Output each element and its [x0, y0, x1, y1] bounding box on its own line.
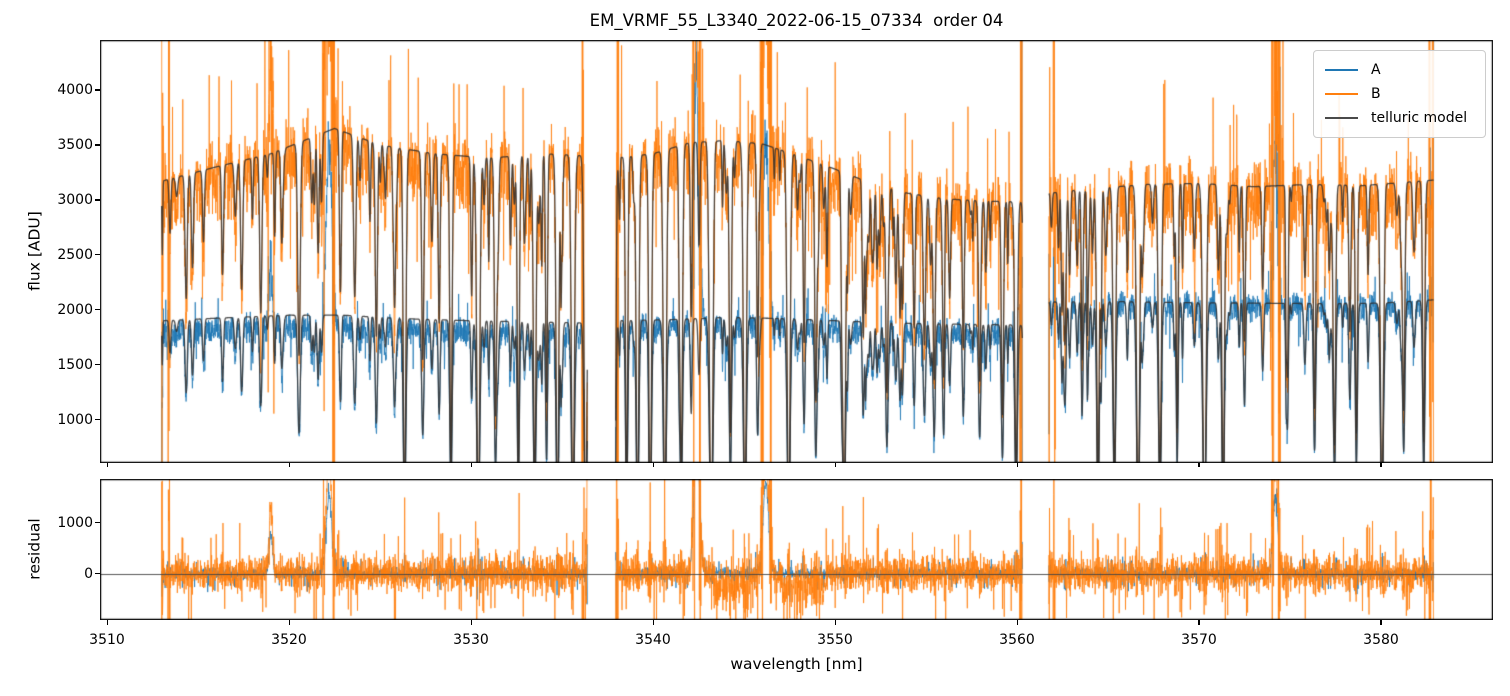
- x-tick-label: 3560: [999, 632, 1035, 648]
- y-tick-mark: [95, 522, 100, 524]
- residual-panel: [100, 479, 1493, 620]
- x-tick-label: 3580: [1363, 632, 1399, 648]
- x-tick-mark: [470, 620, 472, 625]
- x-tick-mark: [106, 463, 108, 467]
- y-tick-mark: [95, 144, 100, 146]
- x-tick-label: 3520: [271, 632, 307, 648]
- y-tick-label: 3000: [57, 191, 93, 208]
- y-tick-label: 1000: [57, 411, 93, 428]
- residual-axis-label: residual: [25, 518, 44, 580]
- x-axis-label: wavelength [nm]: [730, 655, 863, 673]
- residual-plot-canvas: [100, 479, 1493, 620]
- y-tick-label: 3500: [57, 136, 93, 153]
- y-tick-mark: [95, 254, 100, 256]
- y-tick-label: 4000: [57, 81, 93, 98]
- y-tick-label: 1500: [57, 356, 93, 373]
- y-tick-label: 2500: [57, 246, 93, 263]
- x-tick-mark: [288, 620, 290, 625]
- x-tick-mark: [1016, 620, 1018, 625]
- legend-entry-b: B: [1325, 82, 1474, 106]
- x-tick-mark: [288, 463, 290, 467]
- y-tick-label: 0: [84, 565, 93, 582]
- x-tick-mark: [470, 463, 472, 467]
- legend-line-telluric-icon: [1325, 117, 1358, 119]
- flux-plot-canvas: [100, 40, 1493, 463]
- x-tick-mark: [834, 463, 836, 467]
- y-tick-label: 1000: [57, 514, 93, 531]
- legend-label-a: A: [1371, 62, 1381, 78]
- x-tick-label: 3570: [1181, 632, 1217, 648]
- x-tick-mark: [1016, 463, 1018, 467]
- legend-label-b: B: [1371, 86, 1381, 102]
- y-tick-label: 2000: [57, 301, 93, 318]
- y-tick-mark: [95, 309, 100, 311]
- x-tick-mark: [652, 620, 654, 625]
- legend-line-a-icon: [1325, 69, 1358, 71]
- y-tick-mark: [95, 364, 100, 366]
- legend-entry-telluric: telluric model: [1325, 106, 1474, 130]
- y-tick-mark: [95, 89, 100, 91]
- x-tick-label: 3530: [453, 632, 489, 648]
- x-tick-mark: [834, 620, 836, 625]
- x-tick-mark: [106, 620, 108, 625]
- flux-panel: [100, 40, 1493, 463]
- y-tick-mark: [95, 199, 100, 201]
- x-tick-label: 3510: [89, 632, 125, 648]
- legend-line-b-icon: [1325, 93, 1358, 95]
- legend-entry-a: A: [1325, 58, 1474, 82]
- legend-label-telluric: telluric model: [1371, 110, 1468, 126]
- x-tick-mark: [1380, 620, 1382, 625]
- x-tick-mark: [1198, 620, 1200, 625]
- chart-title: EM_VRMF_55_L3340_2022-06-15_07334 order …: [589, 11, 1004, 30]
- y-tick-mark: [95, 419, 100, 421]
- y-tick-mark: [95, 573, 100, 575]
- legend: A B telluric model: [1313, 50, 1486, 138]
- x-tick-label: 3540: [635, 632, 671, 648]
- x-tick-mark: [1380, 463, 1382, 467]
- x-tick-mark: [1198, 463, 1200, 467]
- x-tick-mark: [652, 463, 654, 467]
- x-tick-label: 3550: [817, 632, 853, 648]
